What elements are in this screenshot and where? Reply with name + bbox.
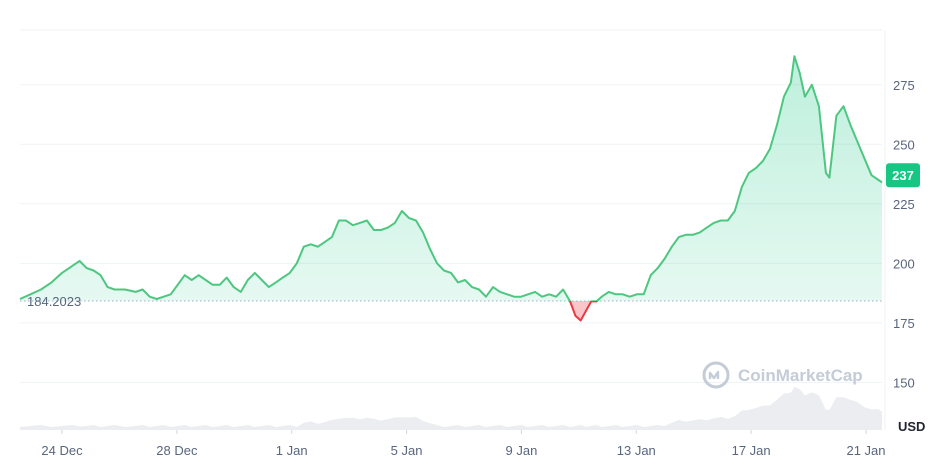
y-tick-label-250: 250: [893, 137, 915, 152]
grid-lines: [20, 29, 886, 430]
area-fill-up: [20, 56, 882, 301]
x-tick-label-7: 21 Jan: [846, 443, 885, 458]
x-tick-label-2: 1 Jan: [276, 443, 308, 458]
coinmarketcap-logo-icon: [702, 361, 730, 389]
y-tick-label-175: 175: [893, 316, 915, 331]
y-tick-label-200: 200: [893, 256, 915, 271]
x-axis: 24 Dec 28 Dec 1 Jan 5 Jan 9 Jan 13 Jan 17 Jan 2…: [41, 430, 886, 458]
current-price-badge: 237: [886, 163, 920, 188]
y-tick-label-150: 150: [893, 375, 915, 390]
current-price-label: 237: [892, 168, 914, 183]
volume-area: [20, 386, 882, 430]
x-tick-label-5: 13 Jan: [617, 443, 656, 458]
watermark-text: CoinMarketCap: [738, 366, 863, 385]
price-line: [19, 55, 883, 322]
y-tick-label-225: 225: [893, 197, 915, 212]
y-tick-label-275: 275: [893, 78, 915, 93]
watermark: CoinMarketCap: [702, 361, 863, 389]
current-price-badge-bg: [886, 163, 920, 188]
price-line-up: [19, 55, 883, 301]
x-tick-label-0: 24 Dec: [41, 443, 83, 458]
y-axis-unit-label: USD: [898, 419, 925, 434]
x-tick-label-6: 17 Jan: [732, 443, 771, 458]
volume-shape: [20, 386, 882, 430]
baseline-label: 184.2023: [27, 294, 81, 309]
y-axis: 150 175 200 225 250 275: [893, 78, 915, 391]
x-tick-label-4: 9 Jan: [506, 443, 538, 458]
x-tick-label-1: 28 Dec: [156, 443, 198, 458]
baseline: 184.2023: [20, 294, 882, 309]
x-tick-label-3: 5 Jan: [391, 443, 423, 458]
